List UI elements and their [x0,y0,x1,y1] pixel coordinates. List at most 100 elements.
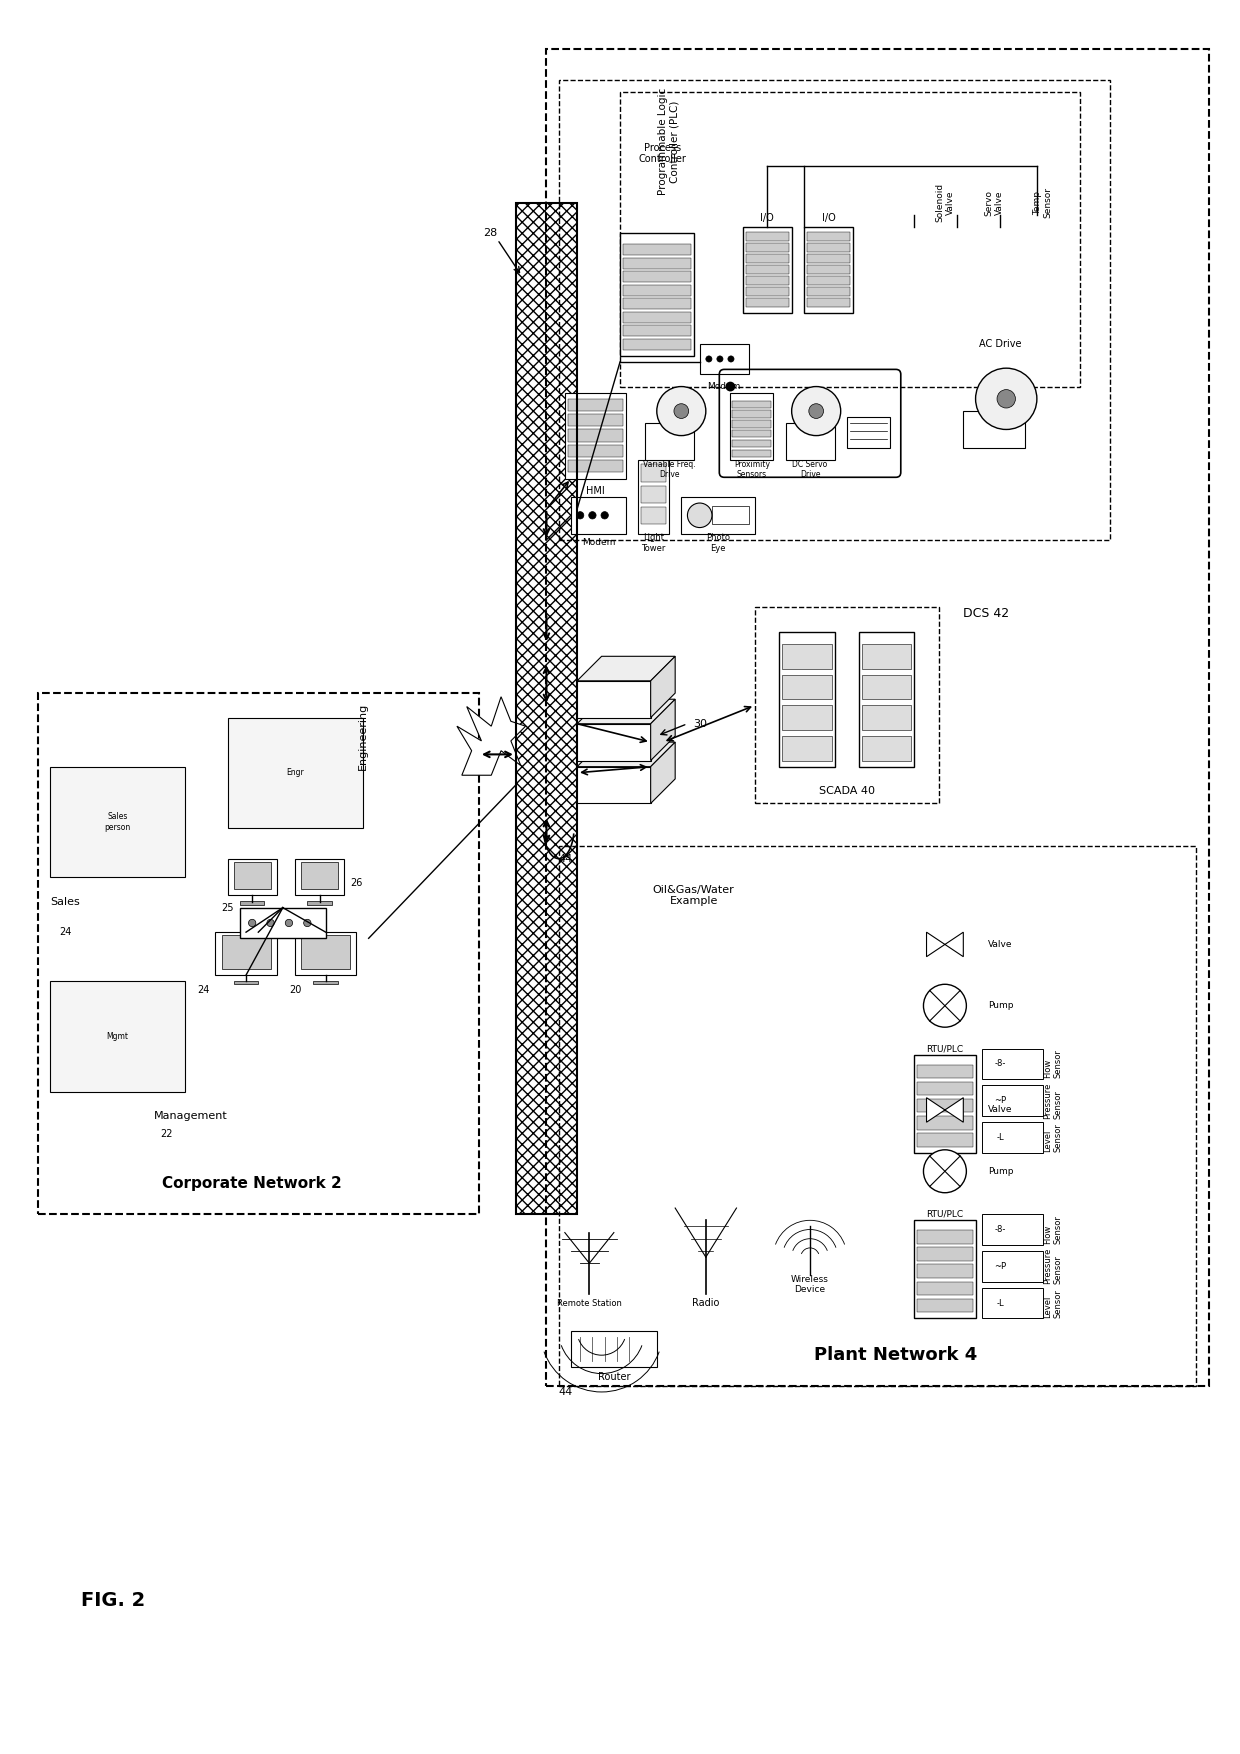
Polygon shape [651,656,675,717]
Bar [745,275,789,284]
Bar [918,1065,972,1079]
Bar [782,737,832,761]
Bar [982,1049,1043,1079]
Bar [559,81,1111,540]
Bar [622,298,691,309]
Text: 44: 44 [559,1387,573,1396]
Bar [639,460,670,533]
Bar [568,414,622,426]
Bar [807,254,849,263]
Text: Engr: Engr [286,768,304,777]
Circle shape [687,503,712,528]
Bar [568,398,622,410]
Polygon shape [926,1098,963,1123]
Text: Pressure
Sensor: Pressure Sensor [1043,1082,1063,1119]
Text: Corporate Network 2: Corporate Network 2 [162,1175,342,1191]
Text: Proximity
Sensors: Proximity Sensors [734,460,770,479]
Bar [570,1331,657,1368]
Polygon shape [651,700,675,761]
Bar [918,1282,972,1294]
Bar [862,675,911,700]
Circle shape [675,403,688,419]
Bar [807,244,849,251]
Bar [862,705,911,730]
Text: Valve: Valve [988,940,1012,949]
Text: RTU/PLC: RTU/PLC [926,1044,963,1052]
Circle shape [997,389,1016,409]
Bar [745,244,789,251]
Bar [982,1251,1043,1282]
Text: 20: 20 [289,986,301,996]
Text: Temp
Sensor: Temp Sensor [1033,188,1053,217]
Text: Remote Station: Remote Station [557,1298,621,1307]
Bar [732,400,771,409]
Bar [565,393,626,479]
Bar [847,417,890,447]
Circle shape [589,512,596,519]
Text: Pressure
Sensor: Pressure Sensor [1043,1249,1063,1284]
Bar [295,859,345,895]
Bar [982,1086,1043,1116]
Bar [37,693,479,1214]
Bar [622,324,691,337]
Text: Solenoid
Valve: Solenoid Valve [935,182,955,223]
Text: 44: 44 [559,854,573,863]
Circle shape [248,919,255,926]
Bar [782,675,832,700]
Bar [239,902,264,905]
Bar [570,496,626,533]
Bar [918,1133,972,1147]
Text: Mgmt: Mgmt [107,1031,128,1040]
Bar [568,446,622,458]
Bar [622,312,691,323]
Bar [745,265,789,274]
Bar [641,465,666,482]
Bar [807,298,849,307]
Circle shape [657,386,706,435]
Bar [862,644,911,668]
Bar [918,1116,972,1130]
Bar [622,284,691,296]
Bar [228,859,277,895]
Bar [622,244,691,256]
Bar [732,421,771,428]
Circle shape [791,386,841,435]
Bar [982,1214,1043,1245]
Text: Modem: Modem [708,382,742,391]
Bar [730,393,774,460]
Text: I/O: I/O [822,212,836,223]
Bar [732,440,771,447]
Bar [645,423,693,460]
Text: Radio: Radio [692,1298,719,1308]
Bar [862,737,911,761]
Circle shape [924,1151,966,1193]
Bar [547,49,1209,1386]
Text: SCADA 40: SCADA 40 [818,786,875,796]
Text: ~P: ~P [994,1096,1006,1105]
Circle shape [728,356,734,361]
Text: 22: 22 [160,1130,172,1140]
Bar [620,93,1080,386]
Text: Variable Freq.
Drive: Variable Freq. Drive [642,460,696,479]
Bar [641,486,666,503]
Bar [755,607,939,803]
Text: FIG. 2: FIG. 2 [81,1591,145,1610]
Bar [963,410,1024,447]
Bar [732,430,771,437]
Polygon shape [577,700,675,724]
Bar [782,644,832,668]
Text: Wireless
Device: Wireless Device [791,1275,830,1294]
Bar [234,980,258,984]
Text: Flow
Sensor: Flow Sensor [1043,1216,1063,1244]
Bar [622,339,691,349]
Bar [732,449,771,458]
Bar [712,507,749,524]
Circle shape [717,356,723,361]
Bar [622,272,691,282]
Text: Engineering: Engineering [357,702,367,770]
Bar [568,460,622,472]
Bar [918,1265,972,1279]
Text: -8-: -8- [994,1224,1006,1235]
Text: Management: Management [154,1110,228,1121]
Text: Light
Tower: Light Tower [641,533,666,553]
